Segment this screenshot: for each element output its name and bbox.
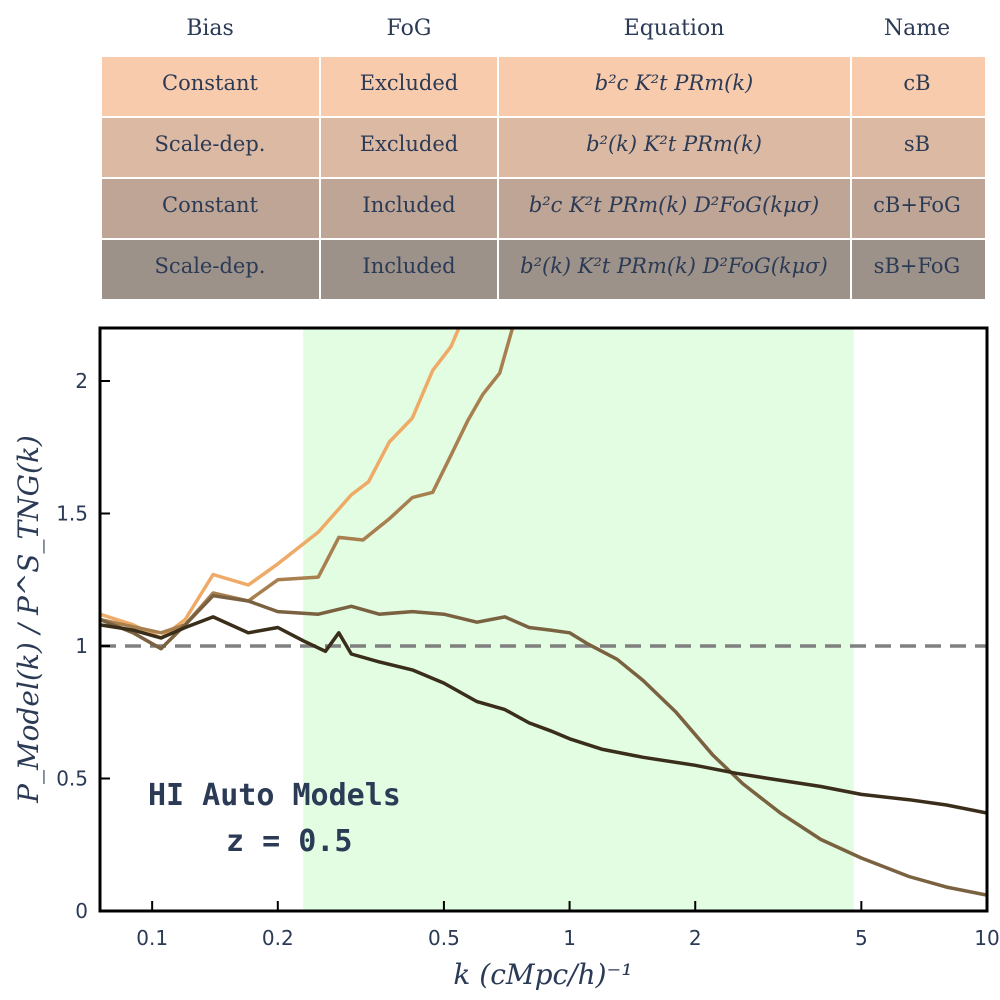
- annotation-line2: z = 0.5: [226, 824, 352, 859]
- ratio-chart: 0.1 0.2 0.5 1 2 5 10 00.511.52 HI Auto Models …: [12, 326, 1000, 991]
- table-cell-bg: [321, 179, 497, 238]
- y-tick-label: 0.5: [56, 767, 88, 791]
- table-row: Scale-dep. Excluded b²(k) K²t PRm(k) sB: [102, 118, 985, 177]
- table-cell-bg: [321, 240, 497, 299]
- y-tick-label: 1.5: [56, 502, 88, 526]
- table-cell-bg: [321, 57, 497, 116]
- table-cell-equation: b²c K²t PRm(k): [595, 71, 753, 95]
- x-tick-label: 0.2: [262, 926, 294, 950]
- table-headers: Bias FoG Equation Name: [186, 16, 950, 41]
- table-cell-equation: b²c K²t PRm(k) D²FoG(kμσ): [529, 193, 819, 217]
- model-table: Bias FoG Equation Name Constant Excluded b…: [102, 16, 985, 299]
- plot-frame: [98, 326, 989, 913]
- table-cell-equation: b²(k) K²t PRm(k) D²FoG(kμσ): [520, 254, 828, 278]
- table-cell-bias: Scale-dep.: [155, 254, 266, 278]
- x-tick-label: 10: [974, 926, 999, 950]
- table-rows: Constant Excluded b²c K²t PRm(k) cB Scale-de…: [102, 57, 985, 299]
- table-cell-name: cB: [903, 71, 930, 95]
- y-tick-label: 1: [75, 634, 88, 658]
- x-tick-label: 5: [855, 926, 868, 950]
- table-row: Constant Excluded b²c K²t PRm(k) cB: [102, 57, 985, 116]
- header-name: Name: [884, 16, 950, 41]
- header-equation: Equation: [624, 16, 725, 41]
- x-tick-label: 0.5: [428, 926, 460, 950]
- header-fog: FoG: [387, 16, 432, 41]
- table-cell-fog: Included: [362, 193, 455, 217]
- shaded-region: [303, 328, 854, 911]
- annotation-line1: HI Auto Models: [148, 778, 401, 813]
- table-row: Scale-dep. Included b²(k) K²t PRm(k) D²FoG…: [102, 240, 985, 299]
- table-cell-name: sB: [904, 132, 930, 156]
- table-row: Constant Included b²c K²t PRm(k) D²FoG(kμσ…: [102, 179, 985, 238]
- header-bias: Bias: [186, 16, 234, 41]
- x-axis-label: k (cMpc/h)⁻¹: [453, 958, 632, 991]
- table-cell-bg: [102, 179, 319, 238]
- table-cell-bg: [852, 57, 985, 116]
- x-tick-label: 2: [689, 926, 702, 950]
- series-layer: [100, 328, 987, 897]
- x-tick-label: 0.1: [136, 926, 168, 950]
- table-cell-fog: Excluded: [360, 132, 459, 156]
- y-tick-label: 2: [75, 369, 88, 393]
- table-cell-bias: Constant: [162, 71, 258, 95]
- y-tick-label: 0: [75, 899, 88, 923]
- table-cell-bg: [102, 118, 319, 177]
- series-line-cb-fog: [100, 593, 987, 897]
- table-cell-bg: [102, 240, 319, 299]
- table-cell-name: sB+FoG: [874, 254, 961, 278]
- table-cell-bg: [852, 118, 985, 177]
- y-axis-label: P_Model(k) / P^S_TNG(k): [12, 435, 45, 804]
- table-cell-bg: [852, 240, 985, 299]
- x-ticks: 0.1 0.2 0.5 1 2 5 10: [136, 901, 1000, 950]
- table-cell-bg: [321, 118, 497, 177]
- y-ticks: 0 0.5 1 1.5 2: [56, 369, 110, 923]
- table-cell-bg: [499, 118, 850, 177]
- table-cell-bias: Constant: [162, 193, 258, 217]
- table-cell-bg: [499, 240, 850, 299]
- table-cell-fog: Excluded: [360, 71, 459, 95]
- table-cell-bias: Scale-dep.: [155, 132, 266, 156]
- table-cell-bg: [852, 179, 985, 238]
- x-tick-label: 1: [563, 926, 576, 950]
- series-line-sb-fog: [100, 615, 987, 815]
- table-cell-equation: b²(k) K²t PRm(k): [586, 132, 762, 156]
- table-cell-name: cB+FoG: [873, 193, 961, 217]
- table-cell-bg: [499, 57, 850, 116]
- table-cell-fog: Included: [362, 254, 455, 278]
- table-cell-bg: [499, 179, 850, 238]
- table-cell-bg: [102, 57, 319, 116]
